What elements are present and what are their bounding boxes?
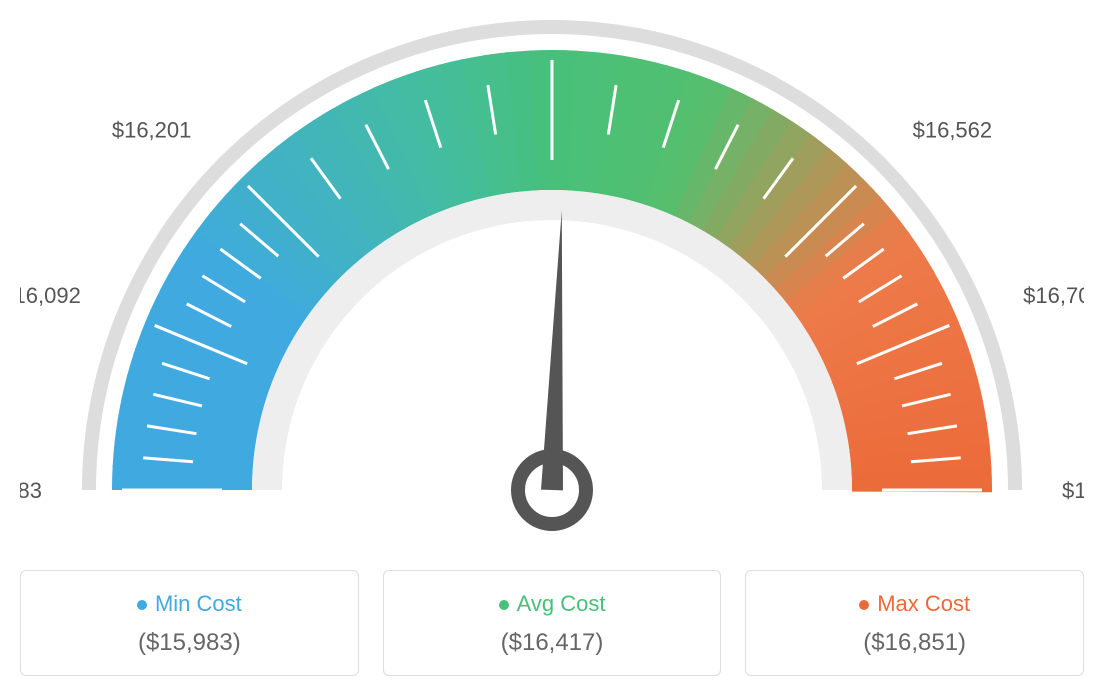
legend-max: Max Cost ($16,851) <box>745 570 1084 676</box>
svg-text:$16,562: $16,562 <box>913 117 993 142</box>
legend-max-label: Max Cost <box>877 591 970 616</box>
dot-icon <box>499 600 509 610</box>
legend-row: Min Cost ($15,983) Avg Cost ($16,417) Ma… <box>20 570 1084 676</box>
legend-min: Min Cost ($15,983) <box>20 570 359 676</box>
legend-max-value: ($16,851) <box>746 629 1083 657</box>
cost-gauge-chart: $15,983$16,092$16,201$16,417$16,562$16,7… <box>20 20 1084 540</box>
svg-text:$16,707: $16,707 <box>1023 283 1084 308</box>
svg-text:$15,983: $15,983 <box>20 478 42 503</box>
svg-text:$16,851: $16,851 <box>1062 478 1084 503</box>
svg-text:$16,092: $16,092 <box>20 283 81 308</box>
legend-min-title: Min Cost <box>21 591 358 617</box>
legend-avg: Avg Cost ($16,417) <box>383 570 722 676</box>
legend-avg-value: ($16,417) <box>384 629 721 657</box>
legend-min-label: Min Cost <box>155 591 242 616</box>
dot-icon <box>859 600 869 610</box>
legend-min-value: ($15,983) <box>21 629 358 657</box>
gauge-svg: $15,983$16,092$16,201$16,417$16,562$16,7… <box>20 20 1084 540</box>
legend-max-title: Max Cost <box>746 591 1083 617</box>
legend-avg-title: Avg Cost <box>384 591 721 617</box>
svg-text:$16,201: $16,201 <box>112 117 192 142</box>
dot-icon <box>137 600 147 610</box>
legend-avg-label: Avg Cost <box>517 591 606 616</box>
